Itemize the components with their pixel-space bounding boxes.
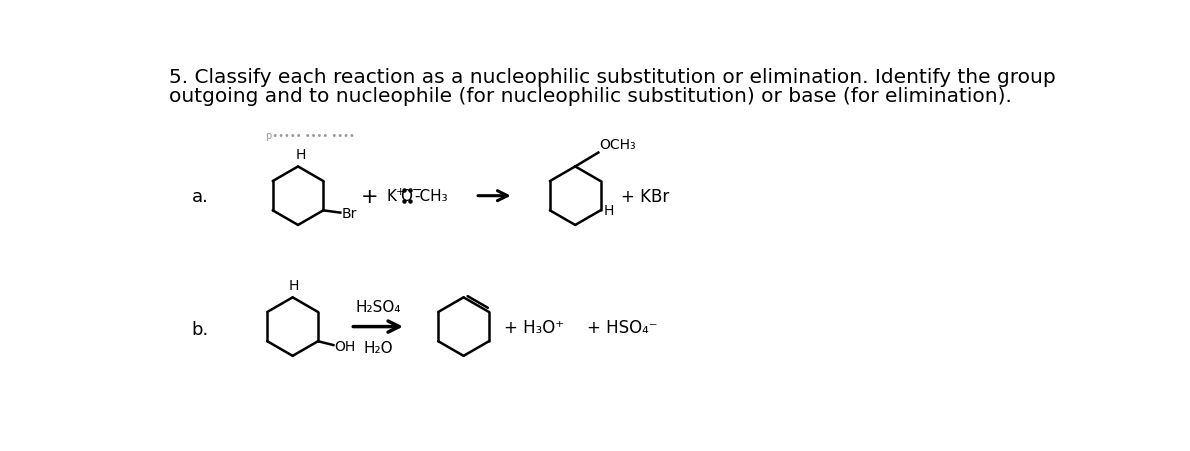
Text: -CH₃: -CH₃ <box>414 189 447 204</box>
Text: H: H <box>295 148 306 161</box>
Text: a.: a. <box>192 187 208 205</box>
Text: OH: OH <box>334 339 356 353</box>
Text: H₂SO₄: H₂SO₄ <box>356 299 401 314</box>
Text: p••••• •••• ••••: p••••• •••• •••• <box>265 131 355 141</box>
Text: H₂O: H₂O <box>363 340 393 355</box>
Text: O: O <box>401 189 413 204</box>
Text: −: − <box>412 184 422 197</box>
Text: H: H <box>603 204 614 218</box>
Text: outgoing and to nucleophile (for nucleophilic substitution) or base (for elimina: outgoing and to nucleophile (for nucleop… <box>169 87 1012 106</box>
Text: b.: b. <box>192 320 209 338</box>
Text: +: + <box>396 187 405 197</box>
Text: + HSO₄⁻: + HSO₄⁻ <box>587 318 657 336</box>
Text: H: H <box>289 278 300 292</box>
Text: OCH₃: OCH₃ <box>599 138 635 152</box>
Text: Br: Br <box>342 206 357 220</box>
Text: 5. Classify each reaction as a nucleophilic substitution or elimination. Identif: 5. Classify each reaction as a nucleophi… <box>169 68 1056 87</box>
Text: + KBr: + KBr <box>621 187 670 205</box>
Text: + H₃O⁺: + H₃O⁺ <box>505 318 564 336</box>
Text: K: K <box>387 189 396 204</box>
Text: +: + <box>361 186 378 206</box>
